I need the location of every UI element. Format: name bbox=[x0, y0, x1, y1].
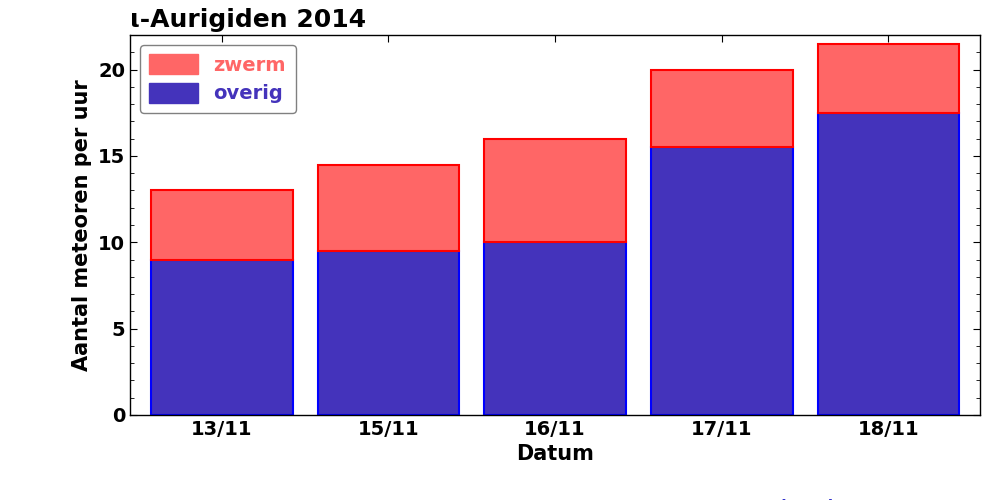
Bar bbox=[651, 148, 793, 415]
Bar bbox=[484, 138, 626, 242]
Bar bbox=[818, 112, 959, 415]
Text: hemel.waarnemen.com: hemel.waarnemen.com bbox=[780, 498, 980, 500]
Bar bbox=[651, 70, 793, 148]
X-axis label: Datum: Datum bbox=[516, 444, 594, 464]
Bar bbox=[318, 164, 459, 251]
Bar bbox=[818, 44, 959, 112]
Text: ι-Aurigiden 2014: ι-Aurigiden 2014 bbox=[130, 8, 366, 32]
Bar bbox=[151, 190, 292, 260]
Legend: zwerm, overig: zwerm, overig bbox=[140, 44, 296, 113]
Bar bbox=[318, 251, 459, 415]
Bar bbox=[151, 260, 292, 415]
Bar bbox=[484, 242, 626, 415]
Y-axis label: Aantal meteoren per uur: Aantal meteoren per uur bbox=[72, 79, 92, 371]
